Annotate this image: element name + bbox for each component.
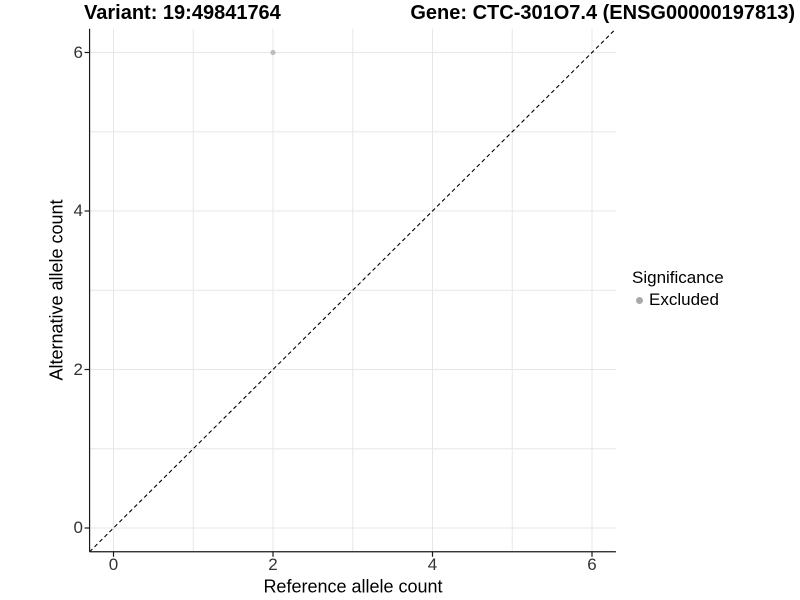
x-tick-label: 2 xyxy=(268,555,278,574)
y-tick-label: 2 xyxy=(73,359,83,379)
plot-title-variant: Variant: 19:49841764 xyxy=(84,2,281,24)
data-point xyxy=(270,49,276,56)
legend-item-excluded: Excluded xyxy=(632,290,724,310)
legend-point-icon xyxy=(636,296,643,304)
x-tick-label: 4 xyxy=(427,555,438,574)
plot-title-gene: Gene: CTC-301O7.4 (ENSG00000197813) xyxy=(410,2,795,24)
y-axis-title: Alternative allele count xyxy=(46,199,67,381)
x-tick-label: 0 xyxy=(108,555,119,574)
x-axis-title: Reference allele count xyxy=(263,576,443,597)
legend-item-label: Excluded xyxy=(649,290,719,309)
legend: Significance Excluded xyxy=(632,268,724,310)
y-tick-label: 4 xyxy=(73,201,83,220)
y-tick-label: 6 xyxy=(73,42,83,62)
y-tick-label: 0 xyxy=(73,518,83,537)
axis-lines xyxy=(88,28,616,553)
data-points xyxy=(270,49,276,56)
tick-marks xyxy=(84,51,593,557)
legend-title: Significance xyxy=(632,268,724,287)
x-tick-label: 6 xyxy=(587,555,597,574)
diagonal-reference-line xyxy=(89,28,617,553)
